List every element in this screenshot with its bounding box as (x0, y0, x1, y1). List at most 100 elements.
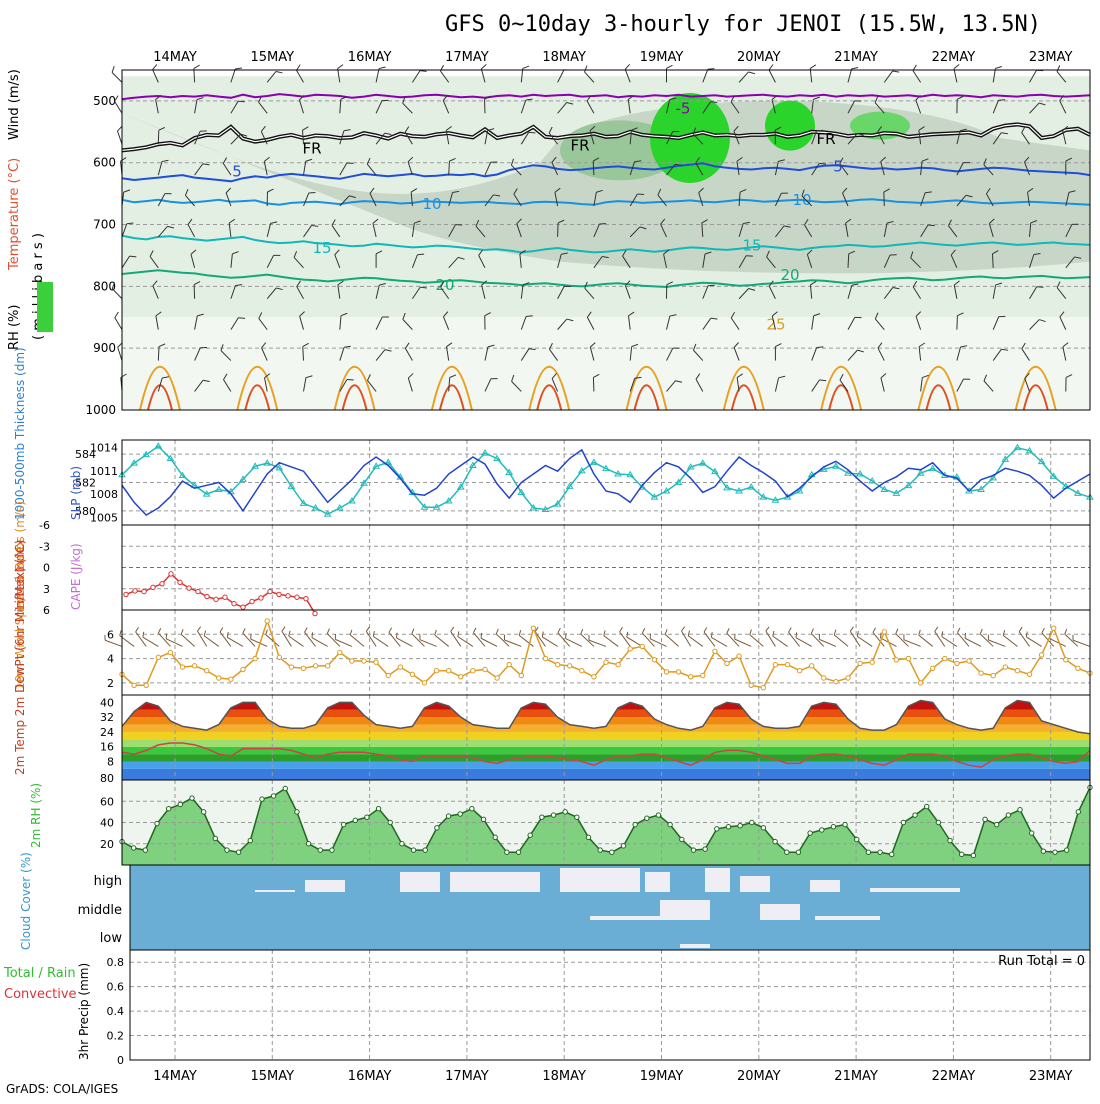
cloud-gap (815, 916, 880, 920)
rh2m-point (971, 853, 975, 857)
wind10m-speed-point (180, 665, 184, 669)
temperature-label: Temperature (°C) (7, 158, 22, 271)
wind10m-barb (118, 630, 137, 646)
wind10m-barb (602, 630, 621, 646)
wind10m-speed-point (664, 670, 668, 674)
pressure-tick-label: 600 (93, 156, 116, 170)
rh-shade-boundary (122, 317, 1090, 410)
wind10m-speed-point (422, 681, 426, 685)
wind10m-speed-point (1027, 672, 1031, 676)
rh2m-point (820, 828, 824, 832)
wind10m-barb (134, 627, 150, 646)
precip-total-label: Total / Rain (3, 966, 76, 981)
isotherm-label: 15 (312, 239, 331, 257)
rh2m-point (481, 817, 485, 821)
wind10m-speed-point (447, 669, 451, 673)
wind10m-barb (680, 627, 695, 647)
rh2m-point (201, 810, 205, 814)
rh2m-point (283, 786, 287, 790)
wind10m-speed-point (265, 619, 269, 623)
rh2m-point (236, 850, 240, 854)
wind10m-barb (894, 629, 912, 647)
wind10m-speed-point (749, 683, 753, 687)
wind10m-barb (979, 629, 997, 646)
wind10m-speed-point (362, 659, 366, 663)
rh2m-point (330, 848, 334, 852)
rh2m-point (831, 825, 835, 829)
rh2m-point (960, 852, 964, 856)
rh2m-point (1064, 848, 1068, 852)
wind10m-barb (648, 633, 668, 646)
wind10m-speed-point (628, 647, 632, 651)
rh2m-point (761, 826, 765, 830)
wind10m-speed-point (797, 669, 801, 673)
temp-band (122, 710, 1090, 717)
thickness-ylabel: 1000-500mb Thickness (dm) (13, 347, 27, 520)
temp-band (122, 747, 1090, 754)
precip-tick-label: 0.2 (107, 1030, 125, 1043)
wind10m-speed-point (906, 656, 910, 660)
rh2m-point (388, 820, 392, 824)
wind10m-speed-point (301, 666, 305, 670)
wind10m-barb (365, 627, 380, 646)
cape-label: CAPE (J/kg) (69, 543, 83, 610)
wind10m-speed-point (241, 667, 245, 671)
precip-label: 3hr Precip (mm) (77, 963, 91, 1060)
isotherm-label: 20 (435, 276, 454, 294)
temp-tick-label: 24 (100, 726, 114, 739)
temp-band (122, 769, 1090, 780)
wind10m-speed-point (205, 669, 209, 673)
lifted-index-point (214, 597, 218, 601)
rh2m-point (936, 820, 940, 824)
precip-convective-label: Convective (4, 987, 77, 1002)
wind10m-speed-point (1039, 653, 1043, 657)
rh2m-point (260, 797, 264, 801)
wind10m-barb (564, 633, 584, 646)
wind10m-speed-point (568, 664, 572, 668)
wind10m-speed-point (967, 659, 971, 663)
precip-ylabel: 3hr Precip (mm) (77, 963, 91, 1060)
bottom-day-label: 22MAY (932, 1069, 976, 1084)
rh2m-point (213, 836, 217, 840)
rh2m-point (423, 848, 427, 852)
wind10m-barb (934, 627, 949, 646)
rh2m-point (458, 812, 462, 816)
wind10m-barb (241, 628, 258, 646)
wind10m-speed-point (1052, 626, 1056, 630)
rh2m-point (470, 806, 474, 810)
rh2m-point (866, 850, 870, 854)
top-day-label: 15MAY (251, 50, 295, 65)
slp-tick-label: 1014 (90, 442, 118, 455)
wind10m-speed-point (289, 665, 293, 669)
wind10m-barb (833, 630, 852, 647)
wind10m-speed-point (955, 661, 959, 665)
rh2m-point (994, 822, 998, 826)
wind10m-barb (433, 630, 452, 646)
wind10m-speed-point (410, 672, 414, 676)
rh-tick-label: 20 (100, 838, 114, 851)
rh2m-point (271, 794, 275, 798)
isotherm-label: 10 (422, 195, 441, 213)
wind10m-barb (956, 628, 973, 647)
top-day-label: 17MAY (445, 50, 489, 65)
rh2m-point (516, 850, 520, 854)
lifted-tick-label: -6 (39, 519, 50, 532)
rh-shade-max2 (765, 101, 815, 151)
pressure-tick-label: 700 (93, 218, 116, 232)
rh2m-point (376, 806, 380, 810)
rh2m-point (715, 827, 719, 831)
wind10m-speed-point (616, 662, 620, 666)
cloud-gap (305, 880, 345, 892)
isotherm-label: 20 (780, 266, 799, 284)
isotherm-label: 25 (766, 316, 785, 334)
temp-band (122, 732, 1090, 739)
lifted-index-point (277, 592, 281, 596)
wind10m-barb (618, 627, 634, 646)
wind10m-speed-point (555, 662, 559, 666)
rh2m-point (411, 848, 415, 852)
rh2m-point (575, 815, 579, 819)
temp-ylabel: 2m Temp 2m DewPt (6hr Min/Max) (°C) (13, 540, 27, 775)
footer-credit: GrADS: COLA/IGES (6, 1082, 118, 1096)
precip-tick-label: 0.4 (107, 1005, 125, 1018)
isotherm-label: 5 (232, 162, 242, 180)
